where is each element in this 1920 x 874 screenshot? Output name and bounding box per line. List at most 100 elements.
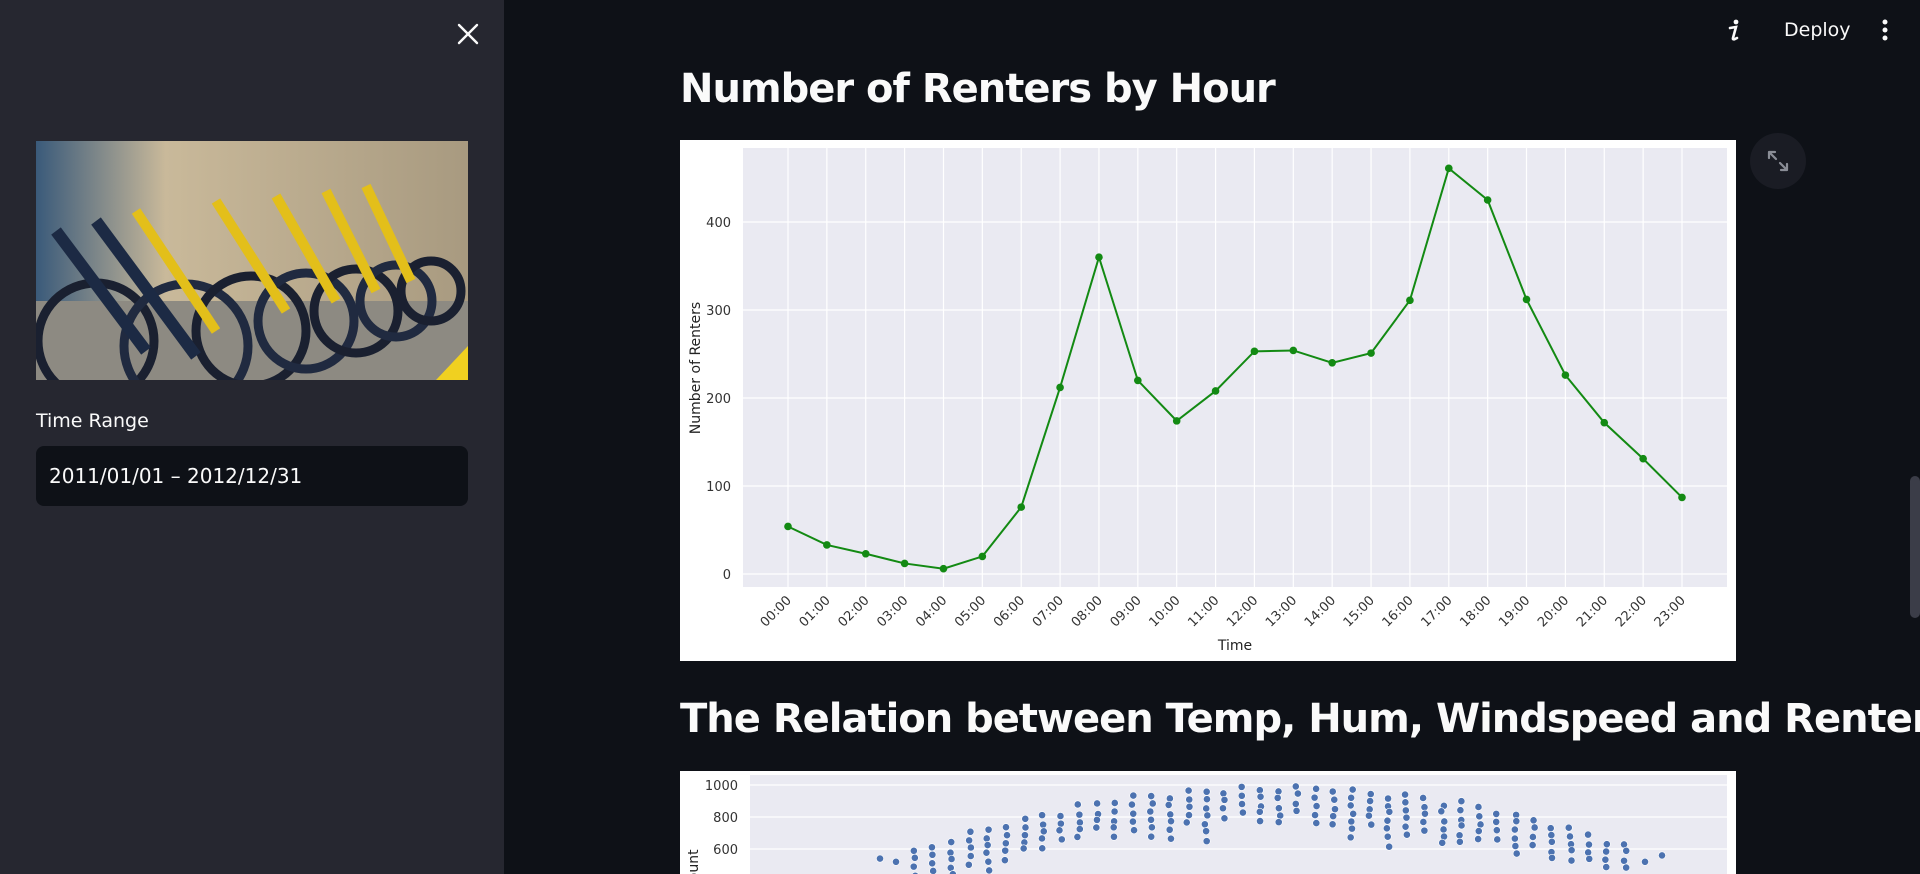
scatter-point xyxy=(1476,820,1485,829)
scatter-point xyxy=(1148,799,1157,808)
y-tick-label: 400 xyxy=(706,216,731,231)
scrollbar-thumb[interactable] xyxy=(1910,476,1920,618)
scatter-point xyxy=(1038,834,1046,843)
x-tick-label: 04:00 xyxy=(913,593,950,630)
scatter-point xyxy=(1147,815,1155,824)
data-point xyxy=(1172,417,1181,425)
scatter-point xyxy=(1346,833,1355,842)
scatter-point xyxy=(1311,811,1319,819)
x-tick-label: 00:00 xyxy=(758,593,795,630)
scatter-point xyxy=(1038,811,1046,820)
scatter-point xyxy=(947,855,956,863)
scatter-point xyxy=(1366,790,1375,798)
scatter-point xyxy=(876,854,884,863)
scatter-point xyxy=(1584,830,1592,839)
x-tick-label: 13:00 xyxy=(1263,593,1300,630)
scatter-point xyxy=(1274,787,1283,796)
x-tick-label: 23:00 xyxy=(1652,593,1689,630)
relation-scatter-chart: 600 800 1000 Count xyxy=(680,771,1736,874)
y-axis-label: Number of Renters xyxy=(688,302,704,434)
scatter-point xyxy=(1165,794,1174,803)
scatter-point xyxy=(1512,817,1521,826)
fullscreen-button[interactable] xyxy=(1750,133,1806,189)
close-sidebar-button[interactable] xyxy=(452,18,484,50)
scatter-point xyxy=(1312,819,1321,827)
scatter-point xyxy=(1165,825,1174,834)
scatter-point xyxy=(948,870,957,874)
scatter-point xyxy=(1166,810,1175,819)
scatter-point xyxy=(1219,804,1227,813)
scatter-point xyxy=(1039,820,1048,829)
scatter-point xyxy=(1256,792,1265,801)
bicycles-image xyxy=(36,141,468,380)
scatter-point xyxy=(1385,807,1394,816)
scatter-point xyxy=(928,850,937,859)
time-range-input[interactable]: 2011/01/01 – 2012/12/31 xyxy=(36,446,468,506)
scatter-point xyxy=(1382,824,1391,833)
x-tick-label: 03:00 xyxy=(874,593,911,630)
x-axis-label: Time xyxy=(1217,638,1252,654)
scatter-point xyxy=(984,857,993,866)
scatter-point xyxy=(947,838,956,846)
scatter-point xyxy=(1421,809,1429,818)
scatter-point xyxy=(1457,821,1466,830)
scatter-point xyxy=(1146,807,1155,816)
scatter-y-tick-label: 1000 xyxy=(705,779,738,794)
scatter-point xyxy=(1147,832,1156,841)
scatter-point xyxy=(1385,842,1394,851)
scatter-point xyxy=(909,862,918,871)
scatter-point xyxy=(1203,795,1211,804)
data-point xyxy=(1561,371,1570,379)
scatter-point xyxy=(1383,816,1392,825)
scatter-point xyxy=(1455,837,1464,846)
info-button[interactable] xyxy=(1718,12,1750,48)
scatter-point xyxy=(1075,825,1084,833)
deploy-button[interactable]: Deploy xyxy=(1784,19,1851,41)
scatter-point xyxy=(1202,837,1211,846)
more-vertical-icon xyxy=(1882,19,1888,41)
data-point xyxy=(823,541,831,549)
scatter-point xyxy=(1273,793,1282,802)
scatter-point xyxy=(1365,811,1373,820)
data-point xyxy=(1444,164,1453,173)
scatter-point xyxy=(1512,849,1521,858)
scatter-point xyxy=(910,853,919,862)
scatter-point xyxy=(1310,793,1319,802)
scatter-point xyxy=(983,841,992,849)
scatter-point xyxy=(965,836,974,845)
scatter-point xyxy=(1401,798,1410,807)
scatter-point xyxy=(1255,807,1264,816)
scatter-point xyxy=(1092,823,1101,832)
x-tick-label: 11:00 xyxy=(1185,593,1222,630)
scatter-point xyxy=(1546,824,1555,833)
scatter-point xyxy=(1347,793,1356,802)
data-point xyxy=(1328,359,1336,367)
scatter-point xyxy=(1493,835,1502,844)
scatter-point xyxy=(1438,838,1447,847)
scatter-point xyxy=(1383,832,1392,841)
scatter-point xyxy=(1220,814,1229,823)
scatter-point xyxy=(1110,832,1118,841)
scatter-point xyxy=(1147,792,1156,800)
scatter-point xyxy=(1110,807,1119,816)
scatter-point xyxy=(1401,806,1410,815)
scatter-point xyxy=(1237,791,1246,800)
x-tick-label: 01:00 xyxy=(797,593,834,630)
scatter-point xyxy=(1346,801,1355,810)
scatter-point xyxy=(966,852,975,860)
scatter-point xyxy=(1202,827,1211,836)
data-point xyxy=(1600,418,1609,427)
scatter-point xyxy=(1602,847,1611,856)
scatter-point xyxy=(1291,799,1300,808)
data-point xyxy=(784,522,792,531)
scatter-point xyxy=(1602,863,1611,871)
scatter-point xyxy=(1331,805,1339,814)
scatter-point xyxy=(1128,800,1136,809)
scatter-point xyxy=(1021,823,1030,832)
data-point xyxy=(1250,347,1259,356)
main-menu-button[interactable] xyxy=(1870,12,1900,48)
scatter-point xyxy=(1001,846,1010,855)
scatter-point xyxy=(892,857,900,866)
scatter-point xyxy=(1585,854,1594,863)
scatter-point xyxy=(1256,817,1264,826)
